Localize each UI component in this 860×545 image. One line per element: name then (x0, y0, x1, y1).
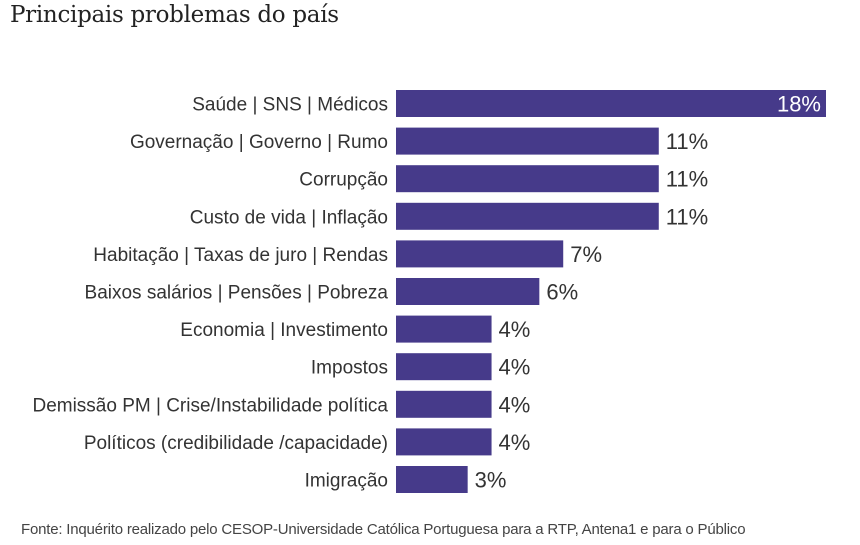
value-label: 7% (570, 242, 602, 267)
category-label: Políticos (credibilidade /capacidade) (84, 433, 388, 454)
bar (396, 165, 659, 193)
bar (396, 466, 468, 493)
category-label: Saúde | SNS | Médicos (192, 95, 388, 116)
bar (396, 390, 492, 418)
category-label: Custo de vida | Inflação (190, 207, 388, 228)
value-label: 11% (666, 204, 708, 229)
value-label: 4% (499, 317, 531, 342)
chart-title: Principais problemas do país (10, 2, 339, 28)
value-label: 18% (777, 92, 821, 117)
value-label: 11% (666, 129, 708, 154)
category-label: Governação | Governo | Rumo (130, 132, 388, 153)
bar (396, 202, 659, 230)
bar (396, 90, 826, 117)
category-label: Economia | Investimento (180, 320, 388, 341)
category-label: Corrupção (299, 170, 388, 191)
category-label: Impostos (311, 358, 388, 379)
bar (396, 240, 564, 268)
bar (396, 127, 659, 155)
category-label: Habitação | Taxas de juro | Rendas (93, 245, 388, 266)
value-label: 4% (499, 430, 531, 455)
bar (396, 353, 492, 381)
category-label: Baixos salários | Pensões | Pobreza (85, 283, 389, 304)
value-label: 11% (666, 167, 708, 192)
bar (396, 428, 492, 456)
bar (396, 278, 540, 305)
source-note: Fonte: Inquérito realizado pelo CESOP-Un… (21, 521, 746, 538)
value-label: 6% (546, 280, 578, 305)
value-label: 4% (499, 355, 531, 380)
category-label: Imigração (305, 471, 388, 492)
value-label: 4% (499, 392, 531, 417)
bar (396, 315, 492, 343)
value-label: 3% (475, 468, 507, 493)
category-label: Demissão PM | Crise/Instabilidade políti… (32, 395, 388, 416)
